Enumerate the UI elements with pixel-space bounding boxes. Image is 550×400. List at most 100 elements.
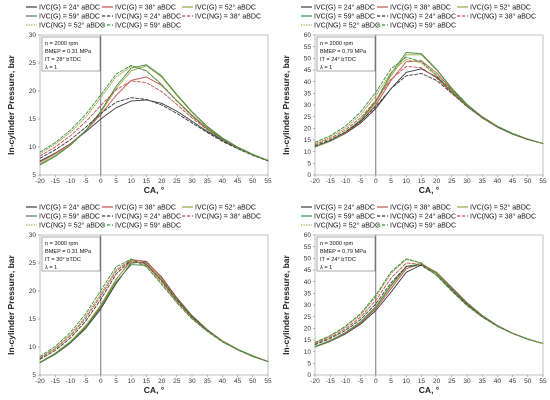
legend-label: IVC(NG) = 52° aBDC xyxy=(314,221,380,229)
x-tick-label: 40 xyxy=(219,378,227,385)
x-tick-label: 15 xyxy=(143,378,151,385)
chart-panel-top-left: -20 -15 -10 -5 0 5 10 15 20 25 30 35 40 45 50 55 5 10 15 20… xyxy=(0,0,275,200)
x-tick-label: 20 xyxy=(158,178,166,185)
legend-label: IVC(NG) = 59° aBDC xyxy=(115,221,181,229)
x-tick-label: 15 xyxy=(143,178,151,185)
x-tick-label: 25 xyxy=(448,378,456,385)
x-tick-label: 30 xyxy=(463,178,471,185)
x-axis-title: CA, ° xyxy=(144,185,165,195)
x-tick-label: -15 xyxy=(325,178,335,185)
x-tick-label: 5 xyxy=(389,378,393,385)
chart-panel-top-right: -20 -15 -10 -5 0 5 10 15 20 25 30 35 40 45 50 55 0 5 10 15 2… xyxy=(275,0,550,200)
y-tick-label: 10 xyxy=(29,144,37,151)
annotation-line: BMEP = 0.31 MPa xyxy=(45,49,92,55)
legend-label: IVC(G) = 24° aBDC xyxy=(39,203,100,211)
x-tick-label: 35 xyxy=(479,378,487,385)
y-tick-label: 55 xyxy=(304,44,312,51)
x-tick-label: 50 xyxy=(249,378,257,385)
series-line xyxy=(314,56,544,144)
x-tick-label: 10 xyxy=(403,378,411,385)
x-tick-label: -20 xyxy=(35,378,45,385)
y-axis-title: In-cylinder Pressure, bar xyxy=(6,54,16,154)
x-tick-label: -20 xyxy=(310,378,320,385)
legend-label: IVC(NG) = 52° aBDC xyxy=(39,21,105,29)
y-tick-label: 10 xyxy=(304,349,312,356)
legend-label: IVC(G) = 24° aBDC xyxy=(314,3,375,11)
annotation-line: IT = 24° bTDC xyxy=(320,57,356,63)
x-tick-label: 50 xyxy=(249,178,257,185)
y-tick-label: 25 xyxy=(304,314,312,321)
x-tick-label: 25 xyxy=(173,378,181,385)
y-tick-label: 30 xyxy=(304,302,312,309)
annotation-line: BMEP = 0.79 MPa xyxy=(320,49,367,55)
y-tick-label: 60 xyxy=(304,232,312,239)
y-tick-label: 15 xyxy=(304,337,312,344)
x-tick-label: 20 xyxy=(433,178,441,185)
y-tick-label: 20 xyxy=(304,126,312,133)
x-tick-label: 55 xyxy=(539,178,547,185)
y-tick-label: 55 xyxy=(304,244,312,251)
series-line xyxy=(39,97,269,162)
legend-label: IVC(G) = 52° aBDC xyxy=(195,3,256,11)
x-tick-label: 0 xyxy=(374,178,378,185)
chart-panel-bottom-left: -20 -15 -10 -5 0 5 10 15 20 25 30 35 40 45 50 55 5 10 15 20… xyxy=(0,200,275,400)
x-tick-label: 40 xyxy=(494,378,502,385)
x-tick-label: 45 xyxy=(234,378,242,385)
y-tick-label: 20 xyxy=(29,288,37,295)
annotation-line: n = 3000 rpm xyxy=(320,241,353,247)
legend-label: IVC(NG) = 59° aBDC xyxy=(390,21,456,29)
series-line xyxy=(39,259,269,363)
legend-label: IVC(NG) = 38° aBDC xyxy=(470,12,536,20)
series-line xyxy=(39,80,269,161)
annotation-line: λ = 1 xyxy=(45,65,57,71)
legend-label: IVC(G) = 52° aBDC xyxy=(195,203,256,211)
series-line xyxy=(314,258,544,344)
y-tick-label: 50 xyxy=(304,56,312,63)
x-tick-label: -10 xyxy=(341,178,351,185)
y-tick-label: 5 xyxy=(307,361,311,368)
series-line xyxy=(39,64,269,161)
x-axis-title: CA, ° xyxy=(419,185,440,195)
x-axis-title: CA, ° xyxy=(144,385,165,395)
y-tick-label: 15 xyxy=(29,316,37,323)
legend-label: IVC(G) = 38° aBDC xyxy=(115,203,176,211)
x-tick-label: -5 xyxy=(83,378,89,385)
x-tick-label: 25 xyxy=(448,178,456,185)
legend-label: IVC(G) = 38° aBDC xyxy=(115,3,176,11)
chart-panel-bottom-right: -20 -15 -10 -5 0 5 10 15 20 25 30 35 40 45 50 55 0 5 10 15 2… xyxy=(275,200,550,400)
annotation-box xyxy=(41,236,101,272)
legend-label: IVC(G) = 59° aBDC xyxy=(39,12,100,20)
annotation-line: BMEP = 0.31 MPa xyxy=(45,249,92,255)
y-tick-label: 40 xyxy=(304,79,312,86)
legend-label: IVC(G) = 59° aBDC xyxy=(314,212,375,220)
annotation-line: n = 2000 rpm xyxy=(320,41,353,47)
x-tick-label: 30 xyxy=(188,178,196,185)
annotation-line: λ = 1 xyxy=(320,265,332,271)
legend-label: IVC(NG) = 52° aBDC xyxy=(39,221,105,229)
legend-label: IVC(NG) = 24° aBDC xyxy=(390,12,456,20)
x-tick-label: 50 xyxy=(524,378,532,385)
x-tick-label: -20 xyxy=(310,178,320,185)
x-tick-label: 55 xyxy=(539,378,547,385)
x-tick-label: 5 xyxy=(389,178,393,185)
chart-svg-bottom-right: -20 -15 -10 -5 0 5 10 15 20 25 30 35 40 45 50 55 0 5 10 15 2… xyxy=(281,203,547,395)
x-tick-label: -10 xyxy=(66,178,76,185)
legend-label: IVC(G) = 38° aBDC xyxy=(390,3,451,11)
y-tick-label: 25 xyxy=(29,60,37,67)
y-tick-label: 25 xyxy=(29,260,37,267)
x-tick-label: 10 xyxy=(128,378,136,385)
annotation-box xyxy=(316,236,376,272)
series-line xyxy=(39,258,269,363)
x-tick-label: 5 xyxy=(114,378,118,385)
legend-label: IVC(NG) = 38° aBDC xyxy=(195,12,261,20)
annotation-line: λ = 1 xyxy=(320,65,332,71)
x-tick-label: -15 xyxy=(325,378,335,385)
x-tick-label: 0 xyxy=(99,378,103,385)
legend-label: IVC(NG) = 52° aBDC xyxy=(314,21,380,29)
legend-label: IVC(G) = 52° aBDC xyxy=(470,203,531,211)
series-line xyxy=(314,73,544,147)
annotation-line: n = 3000 rpm xyxy=(45,241,78,247)
x-tick-label: 50 xyxy=(524,178,532,185)
y-tick-label: 0 xyxy=(307,372,311,379)
x-tick-label: -10 xyxy=(66,378,76,385)
